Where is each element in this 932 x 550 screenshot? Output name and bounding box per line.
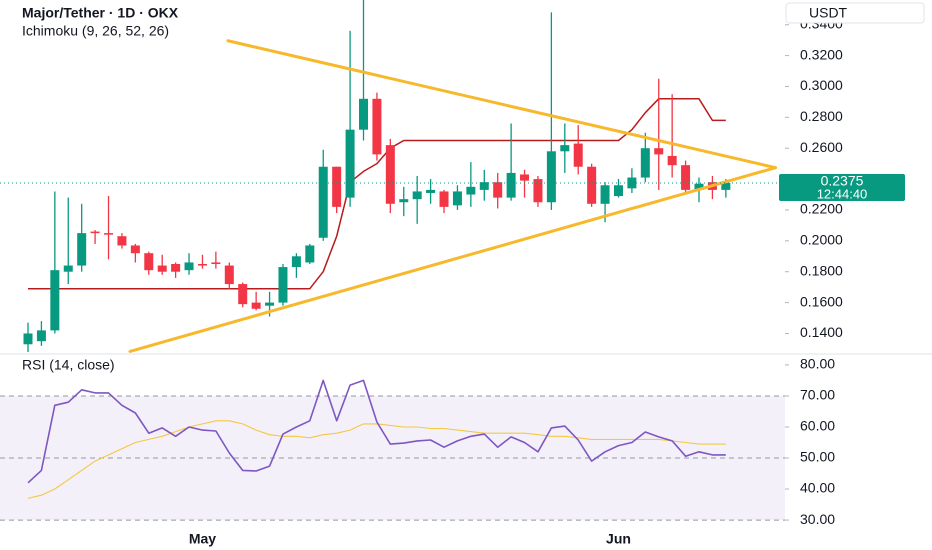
candle-body bbox=[211, 262, 221, 264]
y-tick-label: 0.2200 bbox=[800, 201, 843, 217]
trendline bbox=[128, 166, 777, 353]
candle-body bbox=[426, 189, 436, 193]
candle-body bbox=[372, 98, 382, 155]
trendline bbox=[226, 39, 777, 170]
candle-body bbox=[278, 267, 288, 303]
chart-title: Major/Tether · 1D · OKX bbox=[22, 5, 179, 21]
candle-body bbox=[613, 185, 623, 197]
candle-body bbox=[654, 148, 664, 155]
candle-body bbox=[318, 166, 328, 238]
x-tick-label: Jun bbox=[606, 531, 631, 547]
candle-body bbox=[184, 262, 194, 271]
candle-body bbox=[332, 166, 342, 207]
candle-body bbox=[345, 129, 355, 198]
y-tick-label: 0.2000 bbox=[800, 232, 843, 248]
candle-body bbox=[640, 148, 650, 178]
candle-body bbox=[23, 333, 33, 345]
y-tick-label: 30.00 bbox=[800, 511, 835, 527]
candle-body bbox=[681, 165, 691, 190]
candle-body bbox=[399, 199, 409, 203]
candle-body bbox=[291, 256, 301, 268]
candle-body bbox=[466, 186, 476, 195]
y-tick-label: 50.00 bbox=[800, 449, 835, 465]
candle-body bbox=[439, 191, 449, 207]
y-tick-label: 80.00 bbox=[800, 356, 835, 372]
candle-body bbox=[251, 302, 261, 309]
candle-body bbox=[587, 166, 597, 204]
last-price-box bbox=[779, 173, 905, 201]
candle-body bbox=[520, 174, 530, 181]
candle-body bbox=[359, 98, 368, 130]
currency-box[interactable] bbox=[785, 2, 925, 24]
candle-body bbox=[104, 233, 114, 235]
indicator-label: Ichimoku (9, 26, 52, 26) bbox=[22, 23, 169, 39]
candle-body bbox=[412, 191, 422, 200]
rsi-label: RSI (14, close) bbox=[22, 357, 115, 373]
candle-body bbox=[721, 182, 731, 190]
candle-body bbox=[63, 265, 73, 272]
candle-body bbox=[573, 143, 583, 167]
candle-body bbox=[171, 264, 181, 272]
candle-body bbox=[452, 191, 462, 206]
countdown-label: 12:44:40 bbox=[817, 186, 868, 201]
rsi-line bbox=[27, 420, 726, 499]
ichimoku-line bbox=[28, 98, 726, 290]
rsi-pane bbox=[0, 379, 785, 521]
candle-body bbox=[130, 245, 140, 254]
y-tick-label: 60.00 bbox=[800, 418, 835, 434]
candle-body bbox=[506, 172, 516, 198]
axes: 0.1400 0.1600 0.1800 0.2000 0.2200 0.2600 0.28… bbox=[0, 15, 905, 547]
candle-body bbox=[265, 302, 275, 306]
candle-body bbox=[305, 245, 315, 263]
candle-body bbox=[197, 264, 207, 266]
y-tick-label: 0.3000 bbox=[800, 77, 843, 93]
candle-body bbox=[479, 182, 489, 190]
candle-body bbox=[117, 236, 127, 246]
last-price-label: 0.2375 bbox=[821, 173, 864, 189]
y-tick-label: 70.00 bbox=[800, 387, 835, 403]
candle-body bbox=[90, 231, 100, 234]
y-tick-label: 0.2600 bbox=[800, 139, 843, 155]
currency-label[interactable]: USDT bbox=[809, 5, 848, 21]
candle-body bbox=[238, 284, 248, 305]
y-tick-label: 40.00 bbox=[800, 480, 835, 496]
y-tick-label: 0.1600 bbox=[800, 293, 843, 309]
candle-body bbox=[77, 233, 87, 266]
candle-body bbox=[144, 253, 154, 271]
y-tick-label: 0.1800 bbox=[800, 262, 843, 278]
candle-body bbox=[533, 179, 543, 203]
candle-body bbox=[627, 177, 637, 189]
candle-body bbox=[600, 185, 610, 204]
candle-body bbox=[493, 182, 503, 198]
candle-body bbox=[546, 151, 556, 203]
candle-body bbox=[224, 265, 234, 285]
candle-body bbox=[50, 270, 60, 331]
candle-body bbox=[667, 155, 677, 166]
y-tick-label: 0.1400 bbox=[800, 324, 843, 340]
candle-body bbox=[385, 145, 395, 204]
candle-body bbox=[157, 265, 167, 272]
y-tick-label: 0.3200 bbox=[800, 46, 843, 62]
candle-body bbox=[36, 330, 46, 342]
rsi-line bbox=[27, 379, 726, 484]
x-tick-label: May bbox=[189, 531, 216, 547]
price-pane bbox=[23, 0, 777, 353]
y-tick-label: 0.2800 bbox=[800, 108, 843, 124]
candle-body bbox=[560, 145, 570, 152]
candle-body bbox=[694, 183, 704, 190]
